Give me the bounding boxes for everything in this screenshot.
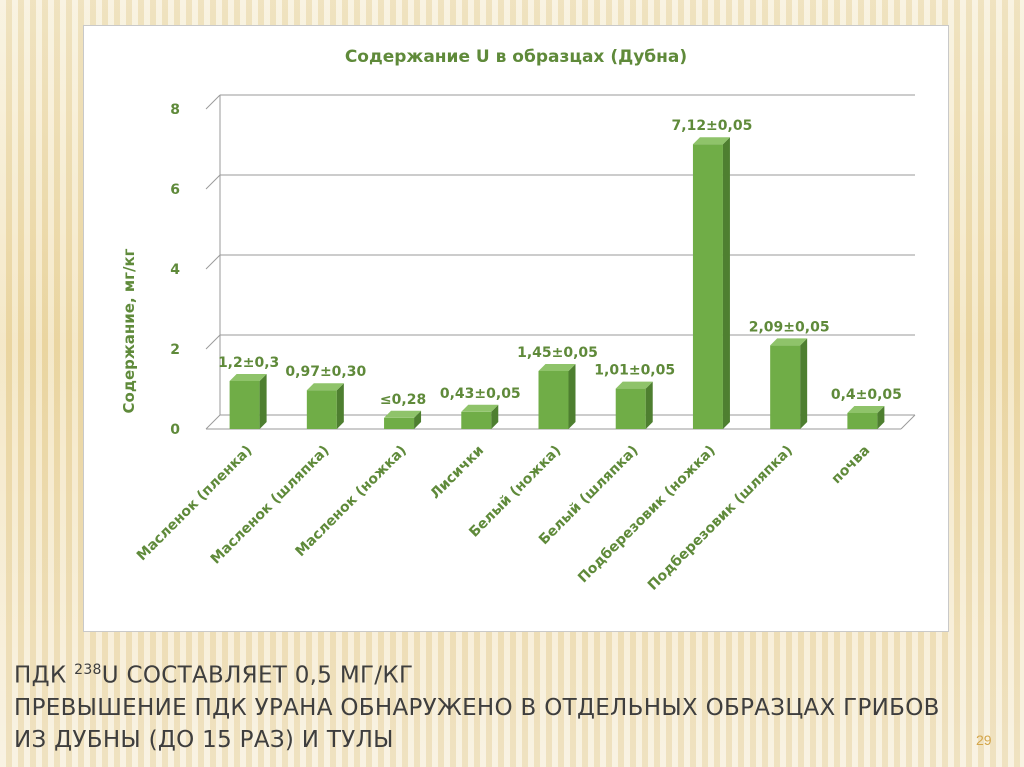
data-label: 1,45±0,05 <box>517 345 598 361</box>
caption-line-1-a: ПДК <box>14 662 75 689</box>
bar-top <box>692 137 730 145</box>
y-tick-label: 0 <box>170 422 180 438</box>
bar-side <box>800 338 808 429</box>
bar-side <box>568 364 576 429</box>
bar <box>538 371 569 429</box>
slide-caption: ПДК 238U составляет 0,5 мг/кг Превышение… <box>14 654 974 756</box>
x-tick-label: Подберезовик (шляпка) <box>645 443 796 594</box>
data-label: 2,09±0,05 <box>749 319 830 335</box>
bar-side <box>877 406 885 429</box>
bar <box>615 388 646 429</box>
bar-top <box>306 383 344 391</box>
bar <box>770 345 801 429</box>
x-tick-label: почва <box>829 443 874 488</box>
data-label: 0,43±0,05 <box>440 386 521 402</box>
bar <box>461 411 492 429</box>
bar-top <box>770 338 808 346</box>
isotope-superscript: 238 <box>74 662 102 678</box>
bar-side <box>722 137 730 429</box>
gridline-diagonal <box>205 414 221 430</box>
y-tick-label: 4 <box>170 262 180 278</box>
caption-line-3: из Дубны (до 15 раз) и Тулы <box>14 726 394 753</box>
bar <box>692 144 723 429</box>
data-label: 0,4±0,05 <box>831 387 902 403</box>
x-tick-label: Лисички <box>427 443 487 503</box>
bar-top <box>384 410 422 418</box>
bar-top <box>461 404 499 412</box>
gridline-diagonal <box>205 174 221 190</box>
data-label: 7,12±0,05 <box>672 118 753 134</box>
gridline-diagonal <box>205 94 221 110</box>
caption-line-1: ПДК 238U составляет 0,5 мг/кг <box>14 654 974 692</box>
bar <box>384 417 415 429</box>
caption-line-1-b: U составляет 0,5 мг/кг <box>101 662 414 689</box>
bar-side <box>336 383 344 429</box>
data-label: 1,01±0,05 <box>594 363 675 379</box>
gridline-diagonal <box>205 334 221 350</box>
bar-top <box>615 381 653 389</box>
data-label: ≤0,28 <box>380 392 426 408</box>
page-number: 29 <box>976 732 992 748</box>
data-label: 0,97±0,30 <box>285 364 366 380</box>
bar-top <box>229 374 267 381</box>
x-tick-label: Подберезовик (ножка) <box>575 443 719 587</box>
bar-top <box>847 406 885 413</box>
bar-chart: Содержание U в образцах (Дубна) Содержан… <box>120 47 916 594</box>
bar-side <box>259 374 267 429</box>
gridline-diagonal <box>205 254 221 270</box>
floor-edge <box>900 414 916 430</box>
y-tick-label: 6 <box>170 182 180 198</box>
chart-area: Содержание U в образцах (Дубна) Содержан… <box>83 25 949 632</box>
bar <box>847 413 878 429</box>
y-tick-label: 8 <box>170 102 180 118</box>
caption-line-2: Превышение ПДК урана обнаружено в отдель… <box>14 694 940 721</box>
bar-side <box>414 410 422 429</box>
data-label: 1,2±0,3 <box>218 355 279 371</box>
bar-top <box>538 364 576 371</box>
bar <box>229 381 260 429</box>
bar <box>306 390 337 429</box>
y-tick-label: 2 <box>170 342 180 358</box>
chart-title: Содержание U в образцах (Дубна) <box>345 47 687 67</box>
bar-side <box>491 404 499 429</box>
bar-side <box>645 381 653 429</box>
y-axis-label: Содержание, мг/кг <box>120 248 138 413</box>
